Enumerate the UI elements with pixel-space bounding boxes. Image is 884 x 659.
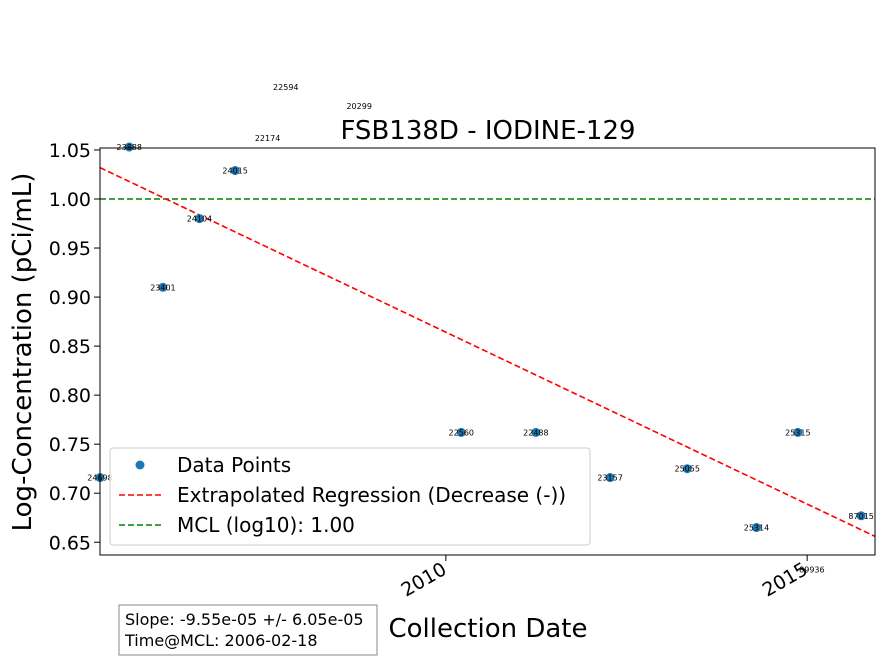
chart-title: FSB138D - IODINE-129 [340,116,635,146]
legend-label-regression: Extrapolated Regression (Decrease (-)) [177,483,566,507]
outside-point-label: 20299 [346,102,371,111]
y-tick-label: 1.00 [49,189,91,211]
legend-label-mcl: MCL (log10): 1.00 [177,513,355,537]
data-point-label: 24104 [187,215,212,224]
outside-point-label: 22174 [255,134,280,143]
x-axis-ticks: 2010 2015 [397,555,812,602]
y-tick-label: 0.85 [49,336,91,358]
data-point [124,142,134,152]
data-point [751,523,761,533]
data-point [682,464,692,474]
y-tick-label: 0.65 [49,532,91,554]
outside-point-label: 22594 [273,83,298,92]
data-point-label: 22560 [449,428,474,437]
legend-label-data-points: Data Points [177,453,291,477]
data-point-label: 25315 [785,428,810,437]
data-point [158,282,168,292]
data-point [456,427,466,437]
outside-labels: 22594 20299 22174 89936 [255,83,825,575]
data-point [230,166,240,176]
data-point-label: 87015 [848,512,873,521]
x-axis-label: Collection Date [388,614,587,644]
legend-frame [109,447,591,546]
data-point [856,511,866,521]
y-axis-label: Log-Concentration (pCi/mL) [8,173,38,532]
data-point [195,214,205,224]
stats-time-at-mcl: Time@MCL: 2006-02-18 [124,631,318,650]
x-tick-label: 2010 [397,558,450,601]
data-point [605,473,615,483]
legend-marker-data-points [135,460,145,470]
data-point-label: 25314 [744,524,769,533]
y-tick-label: 0.70 [49,483,91,505]
data-point-label: 25055 [675,465,700,474]
data-point-label: 23401 [150,283,175,292]
plot-frame [99,147,876,556]
x-tick-label: 2015 [759,558,812,601]
regression-line [99,166,876,538]
y-axis-ticks: 0.65 0.70 0.75 0.80 0.85 0.90 0.95 1.00 1.05 [49,140,100,554]
data-point-label: 24015 [222,167,247,176]
data-point-label: 22488 [523,428,548,437]
y-tick-label: 0.75 [49,434,91,456]
legend: Data Points Extrapolated Regression (Dec… [109,447,591,546]
stats-slope: Slope: -9.55e-05 +/- 6.05e-05 [125,610,364,629]
y-tick-label: 0.90 [49,287,91,309]
y-tick-label: 1.05 [49,140,91,162]
stats-box: Slope: -9.55e-05 +/- 6.05e-05 Time@MCL: … [118,604,378,656]
y-tick-label: 0.80 [49,385,91,407]
data-point-label: 23157 [597,474,622,483]
outside-point-label: 89936 [799,566,824,575]
data-point [793,427,803,437]
stats-box-frame [118,604,378,656]
y-tick-label: 0.95 [49,238,91,260]
data-point [531,427,541,437]
